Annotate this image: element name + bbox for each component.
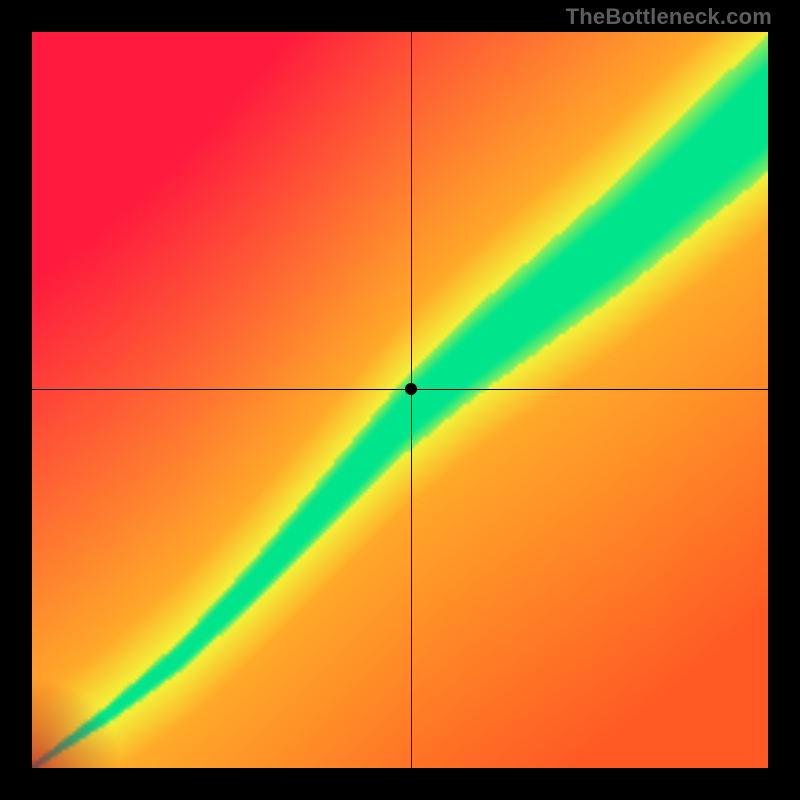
watermark-text: TheBottleneck.com <box>566 4 772 30</box>
crosshair-vertical <box>411 32 412 768</box>
bottleneck-heatmap <box>32 32 768 768</box>
crosshair-horizontal <box>32 389 768 390</box>
selection-marker <box>405 383 417 395</box>
plot-area <box>32 32 768 768</box>
